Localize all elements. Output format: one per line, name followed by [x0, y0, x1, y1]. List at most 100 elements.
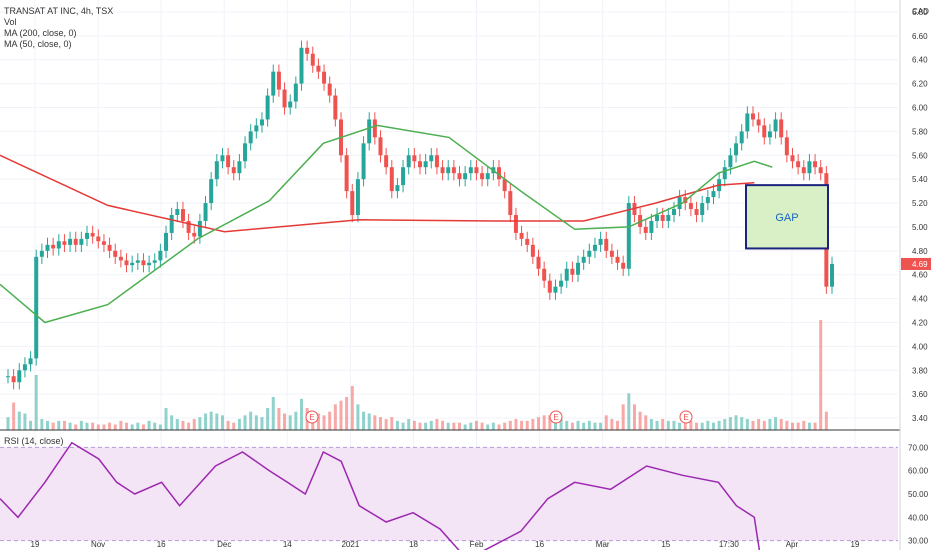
indicator-vol[interactable]: Vol: [4, 17, 17, 27]
volume-bar: [299, 398, 303, 430]
volume-bar: [40, 419, 44, 430]
volume-bar: [655, 420, 659, 430]
candle-body: [525, 238, 530, 245]
last-price-tag: [901, 257, 931, 270]
price-tick-label: 5.80: [912, 127, 928, 136]
candle-body: [96, 236, 101, 242]
volume-bar: [34, 375, 38, 430]
candle-body: [344, 155, 349, 192]
volume-bar: [401, 422, 405, 430]
candle-body: [203, 203, 208, 221]
price-tick-label: 3.40: [912, 414, 928, 423]
volume-bar: [96, 424, 100, 430]
volume-bar: [333, 404, 337, 430]
volume-bar: [689, 420, 693, 430]
candle-body: [322, 71, 327, 84]
rsi-tick-label: 40.00: [908, 513, 929, 522]
candle-body: [316, 65, 321, 72]
time-tick-label: 19: [851, 540, 860, 549]
rsi-legend[interactable]: RSI (14, close): [4, 436, 64, 446]
volume-bar: [785, 420, 789, 430]
candle-body: [576, 262, 581, 275]
candle-body: [62, 241, 67, 245]
volume-bar: [593, 422, 597, 430]
volume-bar: [164, 408, 168, 430]
candle-body: [457, 173, 462, 180]
candle-body: [130, 262, 135, 266]
candle-body: [45, 244, 50, 251]
volume-bar: [294, 411, 298, 430]
candle-body: [677, 197, 682, 210]
candle-body: [468, 167, 473, 174]
volume-bar: [576, 420, 580, 430]
candle-body: [745, 113, 750, 132]
candle-body: [660, 215, 665, 221]
candle-body: [367, 119, 372, 144]
price-tick-label: 6.60: [912, 32, 928, 41]
earnings-marker-label: E: [683, 413, 688, 422]
volume-bar: [17, 411, 21, 430]
candle-body: [169, 215, 174, 233]
candle-body: [773, 119, 778, 132]
candle-body: [333, 95, 338, 120]
candle-body: [220, 155, 225, 162]
candle-body: [711, 191, 716, 198]
volume-bar: [215, 413, 219, 430]
volume-bar: [367, 413, 371, 430]
price-tick-label: 3.80: [912, 366, 928, 375]
volume-bar: [644, 415, 648, 430]
volume-bar: [717, 420, 721, 430]
price-tick-label: 4.60: [912, 271, 928, 280]
volume-bar: [525, 420, 529, 430]
candle-body: [451, 167, 456, 174]
volume-bar: [435, 419, 439, 430]
candle-body: [542, 268, 547, 281]
price-tick-label: 3.60: [912, 390, 928, 399]
candle-body: [186, 220, 191, 233]
candle-body: [649, 220, 654, 233]
candle-body: [68, 238, 73, 245]
volume-bar: [695, 422, 699, 430]
candle-body: [688, 203, 693, 210]
earnings-marker: [549, 410, 563, 424]
volume-bar: [740, 417, 744, 430]
volume-bar: [497, 424, 501, 430]
volume-bar: [283, 413, 287, 430]
candle-body: [643, 226, 648, 233]
earnings-marker: [305, 410, 319, 424]
volume-bar: [604, 415, 608, 430]
candle-body: [807, 161, 812, 174]
candle-body: [17, 370, 22, 383]
candle-body: [705, 197, 710, 204]
candle-body: [621, 262, 626, 269]
volume-bar: [463, 424, 467, 430]
price-tick-label: 6.00: [912, 104, 928, 113]
candle-body: [214, 161, 219, 180]
volume-bar: [266, 408, 270, 430]
candle-body: [107, 244, 112, 251]
candle-body: [299, 47, 304, 84]
volume-bar: [209, 411, 213, 430]
volume-bar: [621, 404, 625, 430]
price-tick-label: 5.20: [912, 199, 928, 208]
volume-bar: [237, 419, 241, 430]
volume-bar: [412, 420, 416, 430]
indicator-ma200[interactable]: MA (200, close, 0): [4, 28, 77, 38]
volume-bar: [102, 424, 106, 430]
candle-body: [389, 167, 394, 192]
volume-bar: [802, 420, 806, 430]
volume-bar: [666, 420, 670, 430]
volume-bar: [407, 419, 411, 430]
volume-bar: [452, 422, 456, 430]
candle-body: [378, 137, 383, 156]
time-tick-label: Dec: [217, 540, 231, 549]
time-tick-label: 18: [409, 540, 418, 549]
volume-bar: [441, 420, 445, 430]
volume-bar: [68, 422, 72, 430]
price-tick-label: 5.40: [912, 175, 928, 184]
volume-bar: [153, 422, 157, 430]
candle-body: [282, 89, 287, 108]
candle-body: [728, 155, 733, 168]
candle-body: [22, 364, 27, 371]
indicator-ma50[interactable]: MA (50, close, 0): [4, 39, 72, 49]
